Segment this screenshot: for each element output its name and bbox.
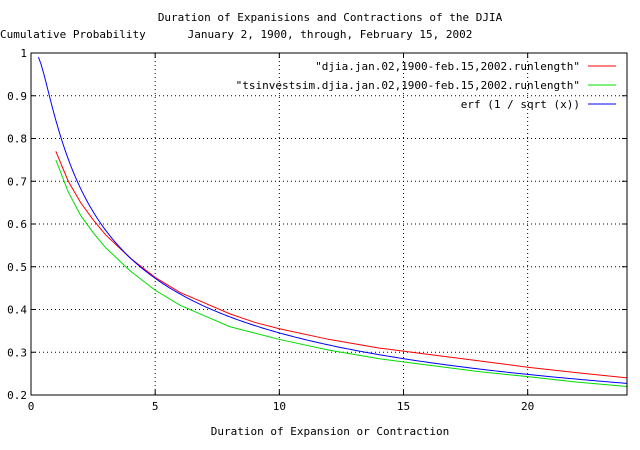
chart-title: Duration of Expanisions and Contractions… xyxy=(158,11,503,24)
y-tick-label: 0.5 xyxy=(7,261,27,274)
y-axis-label: Cumulative Probability xyxy=(0,28,146,41)
legend-label-1: "djia.jan.02,1900-feb.15,2002.runlength" xyxy=(315,60,580,73)
y-tick-label: 0.3 xyxy=(7,346,27,359)
x-axis-label: Duration of Expansion or Contraction xyxy=(211,425,449,438)
grid-lines xyxy=(31,53,627,395)
legend-label-3: erf (1 / sqrt (x)) xyxy=(461,98,580,111)
y-tick-label: 1 xyxy=(20,47,27,60)
series-line-3 xyxy=(37,57,628,384)
x-tick-label: 0 xyxy=(28,400,35,413)
x-tick-label: 15 xyxy=(397,400,410,413)
x-tick-label: 5 xyxy=(152,400,159,413)
x-tick-label: 20 xyxy=(521,400,534,413)
y-tick-label: 0.7 xyxy=(7,175,27,188)
legend-label-2: "tsinvestsim.djia.jan.02,1900-feb.15,200… xyxy=(236,79,580,92)
series-line-2 xyxy=(55,159,628,387)
y-tick-label: 0.6 xyxy=(7,218,27,231)
chart-subtitle: January 2, 1900, through, February 15, 2… xyxy=(188,28,473,41)
y-tick-label: 0.4 xyxy=(7,304,27,317)
x-tick-label: 10 xyxy=(273,400,286,413)
y-tick-label: 0.8 xyxy=(7,133,27,146)
axis-ticks: 0 5 10 15 20 0.2 0.3 0.4 0.5 0.6 0.7 0.8 0.9 1 xyxy=(7,47,627,413)
legend: "djia.jan.02,1900-feb.15,2002.runlength"… xyxy=(236,60,616,111)
series-line-1 xyxy=(55,151,628,379)
series-lines xyxy=(37,57,628,387)
plot-frame xyxy=(30,52,628,396)
y-tick-label: 0.2 xyxy=(7,389,27,402)
y-tick-label: 0.9 xyxy=(7,90,27,103)
